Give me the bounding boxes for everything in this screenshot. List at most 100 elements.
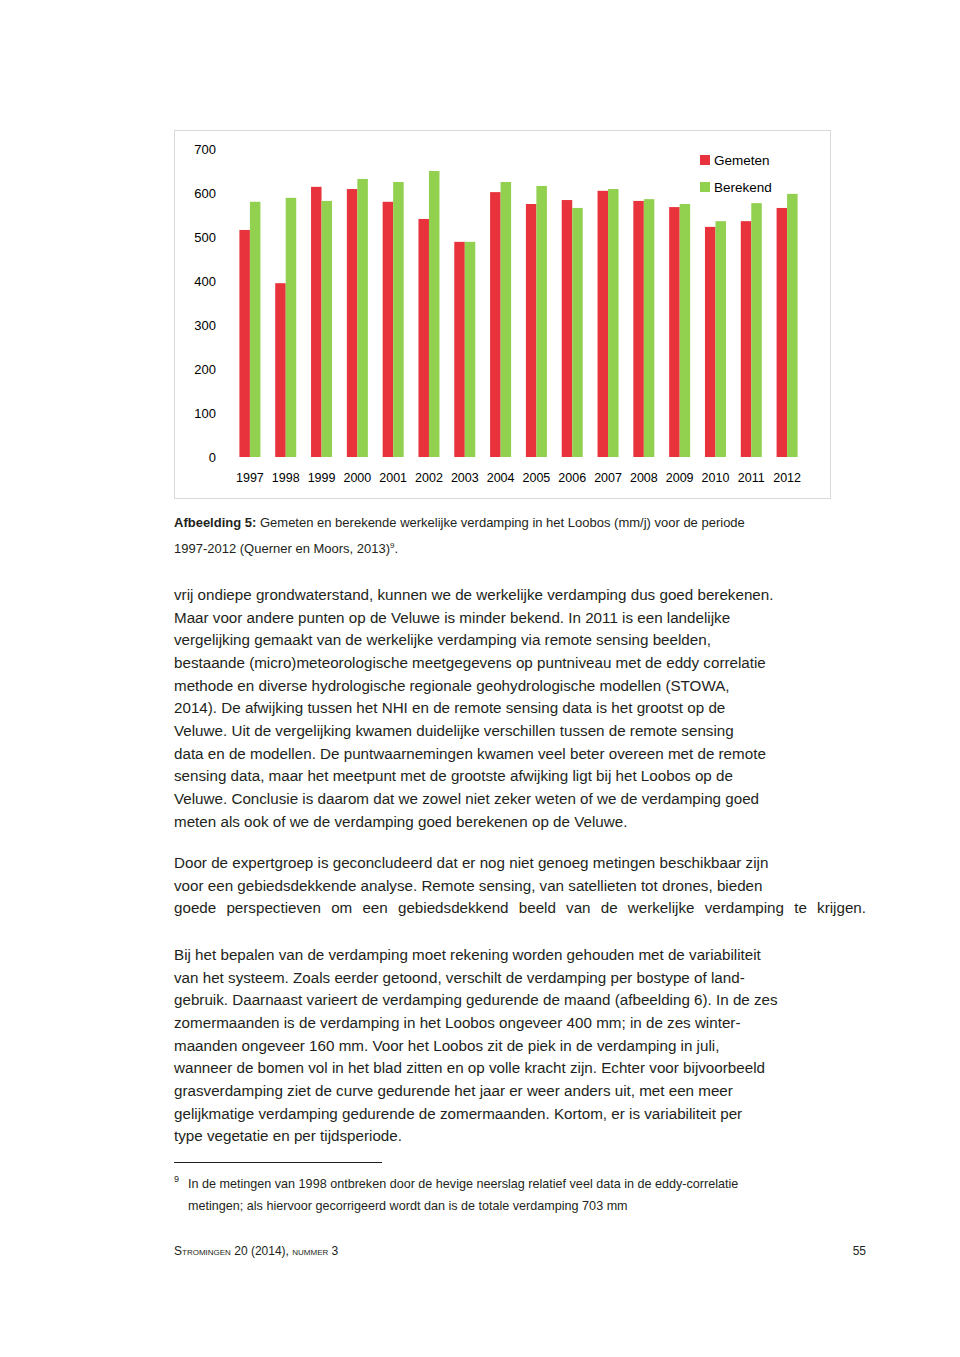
- x-tick-label: 2009: [666, 471, 694, 485]
- x-tick-label: 2008: [630, 471, 658, 485]
- bar: [715, 221, 726, 457]
- bar: [239, 230, 250, 457]
- bar: [311, 187, 322, 457]
- x-tick-label: 2003: [451, 471, 479, 485]
- text-line: methode en diverse hydrologische regiona…: [174, 676, 730, 696]
- text-line: vergelijking gemaakt van de werkelijke v…: [174, 630, 711, 650]
- bar: [608, 189, 619, 457]
- text-line: Door de expertgroep is geconcludeerd dat…: [174, 853, 768, 873]
- text-line: gelijkmatige verdamping gedurende de zom…: [174, 1104, 742, 1124]
- page-number: 55: [853, 1243, 866, 1259]
- bar: [465, 242, 476, 457]
- x-tick-label: 2011: [738, 471, 765, 485]
- y-tick-label: 600: [194, 186, 216, 201]
- x-tick-label: 2004: [487, 471, 515, 485]
- bar: [562, 200, 573, 457]
- y-tick-label: 700: [194, 142, 216, 157]
- text-line: meten als ook of we de verdamping goed b…: [174, 812, 627, 832]
- text-line: goede perspectieven om een gebiedsdekken…: [174, 898, 866, 918]
- footnote-rule: [174, 1162, 382, 1163]
- x-tick-label: 1999: [308, 471, 336, 485]
- bar: [751, 203, 762, 457]
- bar: [526, 204, 537, 457]
- text-line: maanden ongeveer 160 mm. Voor het Loobos…: [174, 1036, 719, 1056]
- bar: [669, 207, 680, 457]
- chart: 0 100 200 300 400 500 600 700 1997 1998 1999 2000 20…: [0, 0, 960, 510]
- note-ref: 9: [390, 541, 394, 550]
- x-tick-label: 2002: [415, 471, 443, 485]
- text-line: sensing data, maar het meetpunt met de g…: [174, 766, 733, 786]
- text-line: Veluwe. Conclusie is daarom dat we zowel…: [174, 789, 759, 809]
- bars: [239, 171, 797, 457]
- chart-frame: [175, 131, 831, 499]
- bar: [598, 191, 609, 457]
- bar: [787, 194, 798, 457]
- bar: [705, 227, 716, 457]
- text-line: Veluwe. Uit de vergelijking kwamen duide…: [174, 721, 734, 741]
- x-tick-label: 1998: [272, 471, 300, 485]
- text-line: gebruik. Daarnaast varieert de verdampin…: [174, 990, 778, 1010]
- text-line: Bij het bepalen van de verdamping moet r…: [174, 945, 761, 965]
- caption-text: Gemeten en berekende werkelijke verdampi…: [256, 515, 744, 530]
- caption-label: Afbeelding 5:: [174, 515, 256, 530]
- footnote-line: metingen; als hiervoor gecorrigeerd word…: [188, 1198, 628, 1214]
- bar: [572, 208, 583, 457]
- bar: [777, 208, 788, 457]
- legend-swatch: [700, 155, 710, 165]
- y-tick-label: 500: [194, 230, 216, 245]
- x-tick-label: 2000: [343, 471, 371, 485]
- bar: [741, 221, 752, 457]
- text-line: van het systeem. Zoals eerder getoond, v…: [174, 968, 745, 988]
- legend-label: Berekend: [714, 180, 772, 195]
- bar: [454, 242, 465, 457]
- x-tick-label: 2001: [379, 471, 407, 485]
- legend-swatch: [700, 182, 710, 192]
- bar: [633, 201, 644, 457]
- caption-text: 1997-2012 (Querner en Moors, 2013): [174, 541, 390, 556]
- bar: [429, 171, 440, 457]
- x-tick-label: 2007: [594, 471, 622, 485]
- footer-journal: Stromingen 20 (2014), nummer 3: [174, 1243, 338, 1259]
- bar: [383, 202, 394, 457]
- y-tick-label: 200: [194, 362, 216, 377]
- bar: [347, 189, 358, 457]
- page: {"chart_data": {"type": "bar", "categori…: [0, 0, 960, 1357]
- x-tick-label: 1997: [236, 471, 264, 485]
- text-line: voor een gebiedsdekkende analyse. Remote…: [174, 876, 763, 896]
- x-tick-label: 2005: [523, 471, 551, 485]
- y-tick-label: 400: [194, 274, 216, 289]
- text-line: zomermaanden is de verdamping in het Loo…: [174, 1013, 740, 1033]
- bar: [250, 202, 261, 457]
- y-tick-label: 100: [194, 406, 216, 421]
- text-line: grasverdamping ziet de curve gedurende h…: [174, 1081, 733, 1101]
- x-tick-label: 2010: [702, 471, 730, 485]
- text-line: vrij ondiepe grondwaterstand, kunnen we …: [174, 585, 773, 605]
- bar: [286, 198, 297, 457]
- text-line: 2014). De afwijking tussen het NHI en de…: [174, 698, 725, 718]
- y-tick-label: 300: [194, 318, 216, 333]
- bar: [275, 283, 286, 457]
- text-line: Maar voor andere punten op de Veluwe is …: [174, 608, 730, 628]
- text-line: wanneer de bomen vol in het blad zitten …: [174, 1058, 765, 1078]
- caption-line: 1997-2012 (Querner en Moors, 2013)9.: [174, 537, 398, 558]
- bar: [490, 192, 501, 457]
- legend-label: Gemeten: [714, 153, 770, 168]
- y-tick-label: 0: [209, 450, 216, 465]
- text-line: data en de modellen. De puntwaarnemingen…: [174, 744, 766, 764]
- bar: [680, 204, 691, 457]
- text-line: bestaande (micro)meteorologische meetgeg…: [174, 653, 766, 673]
- bar: [418, 219, 429, 457]
- x-tick-label: 2006: [558, 471, 586, 485]
- caption-line: Afbeelding 5: Gemeten en berekende werke…: [174, 514, 745, 532]
- caption-end: .: [395, 541, 399, 556]
- bar: [393, 182, 404, 457]
- bar: [322, 201, 333, 457]
- bar: [501, 182, 512, 457]
- bar: [644, 199, 655, 457]
- footnote-number: 9: [174, 1174, 179, 1184]
- bar: [536, 186, 547, 457]
- bar: [357, 179, 368, 457]
- x-tick-label: 2012: [773, 471, 801, 485]
- footnote-line: In de metingen van 1998 ontbreken door d…: [188, 1176, 738, 1192]
- text-line: type vegetatie en per tijdsperiode.: [174, 1126, 402, 1146]
